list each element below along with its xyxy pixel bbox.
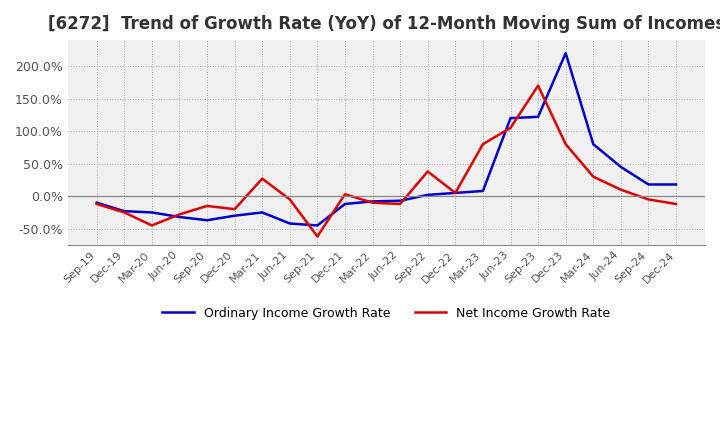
Line: Ordinary Income Growth Rate: Ordinary Income Growth Rate xyxy=(96,53,676,225)
Line: Net Income Growth Rate: Net Income Growth Rate xyxy=(96,86,676,237)
Net Income Growth Rate xyxy=(506,125,515,131)
Ordinary Income Growth Rate xyxy=(423,192,432,198)
Ordinary Income Growth Rate xyxy=(506,116,515,121)
Ordinary Income Growth Rate xyxy=(313,223,322,228)
Ordinary Income Growth Rate xyxy=(341,202,349,207)
Net Income Growth Rate xyxy=(313,234,322,239)
Ordinary Income Growth Rate xyxy=(672,182,680,187)
Net Income Growth Rate xyxy=(616,187,625,192)
Net Income Growth Rate xyxy=(396,202,405,207)
Net Income Growth Rate xyxy=(203,203,212,209)
Ordinary Income Growth Rate xyxy=(286,221,294,226)
Net Income Growth Rate xyxy=(644,197,653,202)
Net Income Growth Rate xyxy=(451,190,459,195)
Ordinary Income Growth Rate xyxy=(120,209,129,214)
Ordinary Income Growth Rate xyxy=(616,164,625,169)
Net Income Growth Rate xyxy=(423,169,432,174)
Ordinary Income Growth Rate xyxy=(479,188,487,194)
Net Income Growth Rate xyxy=(120,210,129,215)
Ordinary Income Growth Rate xyxy=(258,210,266,215)
Ordinary Income Growth Rate xyxy=(451,190,459,195)
Net Income Growth Rate xyxy=(286,197,294,202)
Net Income Growth Rate xyxy=(341,191,349,197)
Ordinary Income Growth Rate xyxy=(148,210,156,215)
Net Income Growth Rate xyxy=(479,142,487,147)
Ordinary Income Growth Rate xyxy=(562,51,570,56)
Net Income Growth Rate xyxy=(258,176,266,181)
Net Income Growth Rate xyxy=(148,223,156,228)
Ordinary Income Growth Rate xyxy=(175,214,184,220)
Legend: Ordinary Income Growth Rate, Net Income Growth Rate: Ordinary Income Growth Rate, Net Income … xyxy=(157,302,616,325)
Ordinary Income Growth Rate xyxy=(534,114,542,120)
Ordinary Income Growth Rate xyxy=(589,142,598,147)
Net Income Growth Rate xyxy=(562,142,570,147)
Net Income Growth Rate xyxy=(589,174,598,180)
Net Income Growth Rate xyxy=(368,200,377,205)
Net Income Growth Rate xyxy=(92,202,101,207)
Net Income Growth Rate xyxy=(175,212,184,217)
Net Income Growth Rate xyxy=(534,83,542,88)
Net Income Growth Rate xyxy=(672,202,680,207)
Ordinary Income Growth Rate xyxy=(644,182,653,187)
Net Income Growth Rate xyxy=(230,206,239,212)
Ordinary Income Growth Rate xyxy=(396,198,405,203)
Ordinary Income Growth Rate xyxy=(230,213,239,218)
Title: [6272]  Trend of Growth Rate (YoY) of 12-Month Moving Sum of Incomes: [6272] Trend of Growth Rate (YoY) of 12-… xyxy=(48,15,720,33)
Ordinary Income Growth Rate xyxy=(368,199,377,204)
Ordinary Income Growth Rate xyxy=(203,218,212,223)
Ordinary Income Growth Rate xyxy=(92,200,101,205)
